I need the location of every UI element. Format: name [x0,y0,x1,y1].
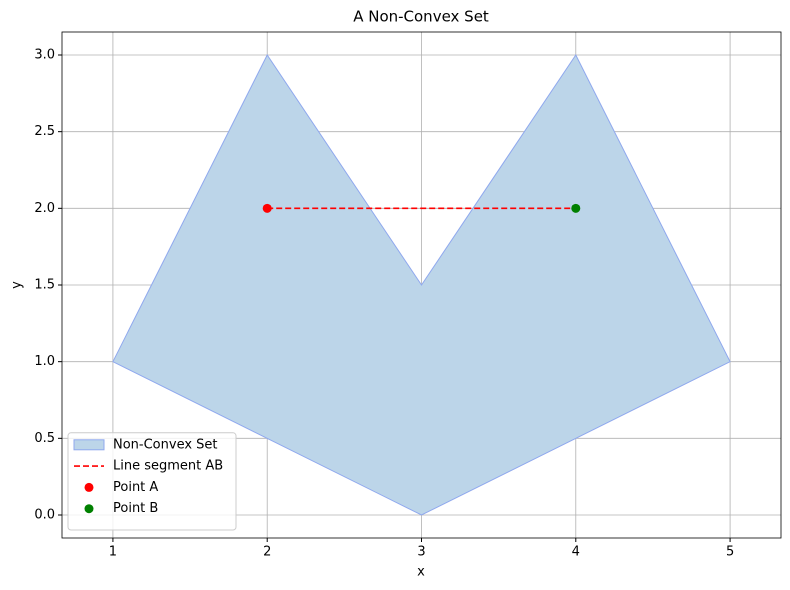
x-axis-label: x [417,565,425,580]
point [571,203,581,213]
y-axis-label: y [10,281,25,289]
chart-title: A Non-Convex Set [353,8,489,26]
legend-label: Point A [113,480,158,495]
y-tick-label: 0.0 [34,508,55,523]
axes-frame [61,31,782,539]
y-tick-label: 0.5 [34,431,55,446]
y-tick-label: 1.0 [34,354,55,369]
y-tick-label: 2.0 [34,201,55,216]
region [112,54,731,516]
point [262,203,272,213]
y-tick-label: 1.5 [34,278,55,293]
x-tick-label: 2 [263,545,271,560]
legend-label: Line segment AB [113,459,223,474]
legend-label: Point B [113,501,158,516]
x-tick-label: 5 [726,545,734,560]
legend-swatch [84,504,94,514]
x-tick-label: 3 [417,545,425,560]
legend-box [67,432,237,531]
x-tick-label: 1 [109,545,117,560]
legend-swatch [73,439,105,451]
legend-label: Non-Convex Set [113,437,218,452]
legend-swatch [84,482,94,492]
y-tick-label: 2.5 [34,124,55,139]
x-tick-label: 4 [572,545,580,560]
y-tick-label: 3.0 [34,48,55,63]
legend: Non-Convex Set Line segment AB Point A Poin… [67,432,237,531]
